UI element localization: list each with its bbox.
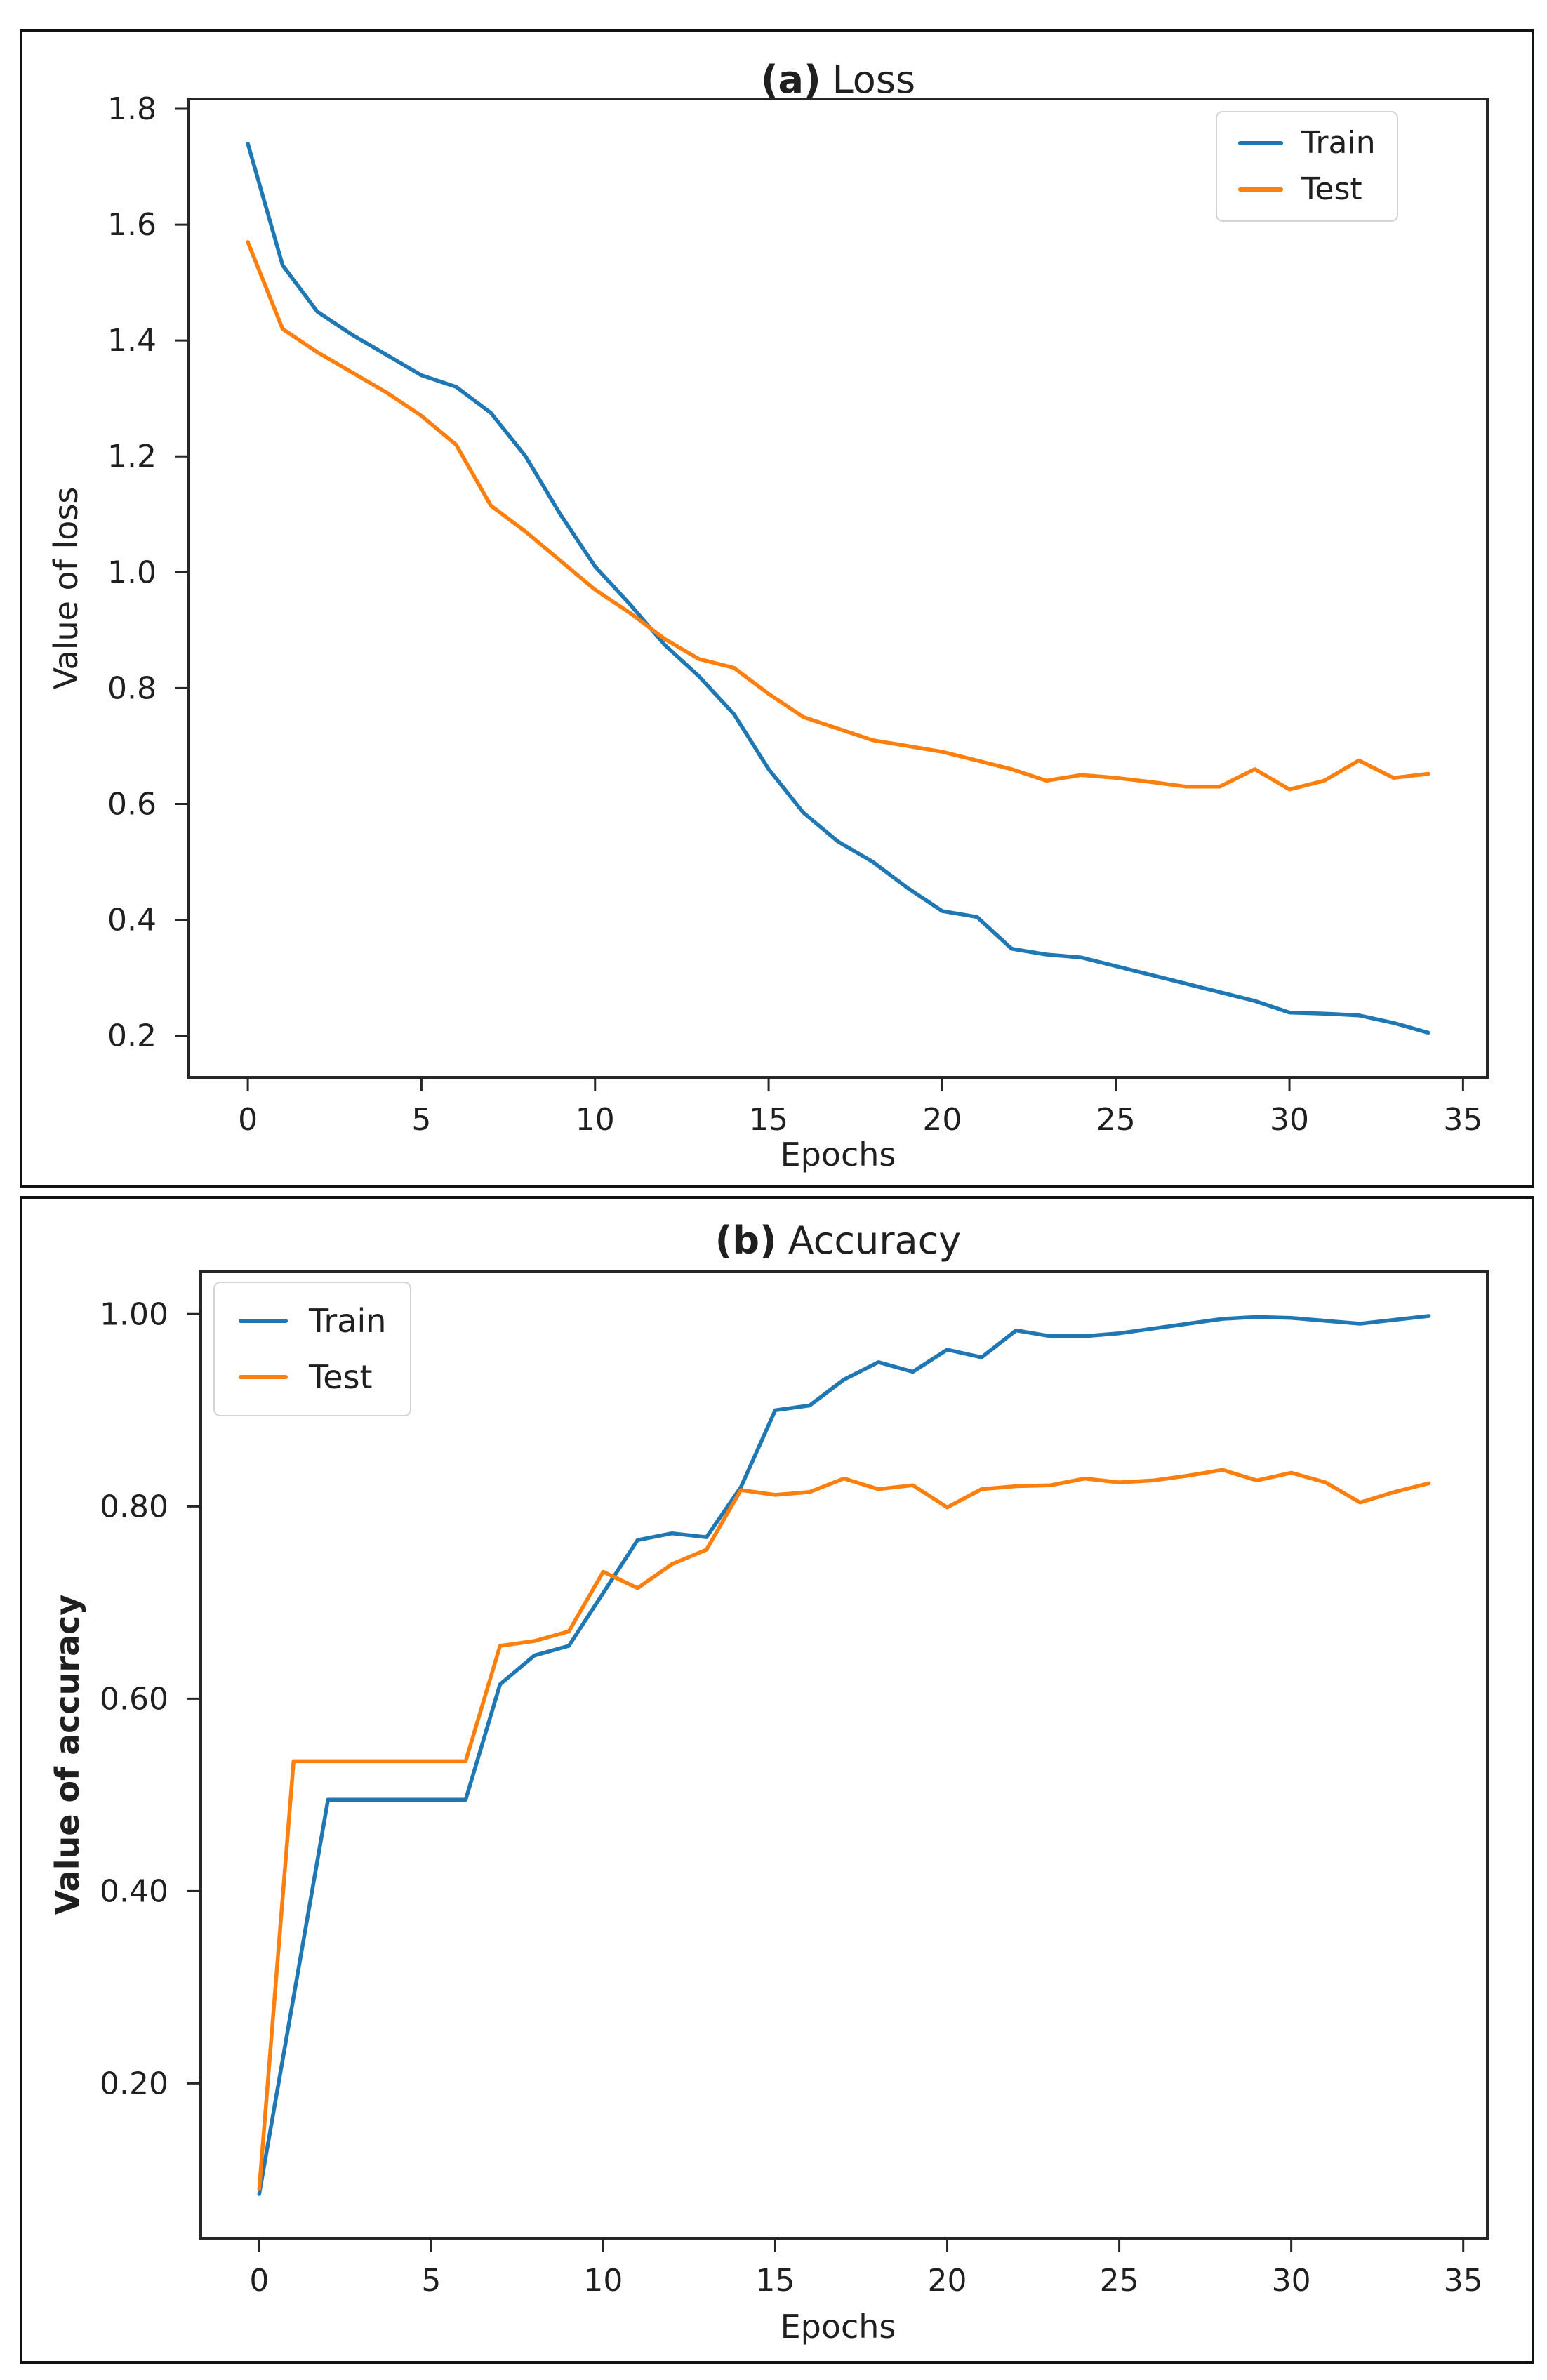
train-line xyxy=(257,1314,1431,2196)
x-tick-label: 25 xyxy=(1100,2263,1139,2299)
x-tick-label: 20 xyxy=(922,1102,962,1138)
loss-x-axis-label: Epochs xyxy=(780,1136,896,1174)
x-tick-label: 20 xyxy=(928,2263,967,2299)
accuracy-title-text: Accuracy xyxy=(788,1218,962,1263)
y-tick-label: 0.8 xyxy=(107,670,157,706)
loss-title-prefix: (a) xyxy=(760,58,821,102)
legend-item-train: Train xyxy=(1238,124,1376,163)
y-tick-label: 1.6 xyxy=(107,207,157,243)
x-tick-label: 35 xyxy=(1444,2263,1483,2299)
x-tick-label: 15 xyxy=(755,2263,795,2299)
y-tick-label: 0.4 xyxy=(107,903,157,938)
legend-label-test: Test xyxy=(1301,171,1362,207)
loss-chart-title: (a) Loss xyxy=(189,59,1487,101)
legend-label-train: Train xyxy=(1301,125,1376,161)
x-tick-label: 15 xyxy=(749,1102,788,1138)
axes-spines xyxy=(187,98,1489,1079)
y-tick-label: 0.20 xyxy=(100,2066,168,2101)
y-tick-label: 1.00 xyxy=(100,1296,168,1332)
y-tick-label: 0.2 xyxy=(107,1018,157,1054)
loss-legend: Train Test xyxy=(1216,111,1398,222)
y-tick-label: 1.2 xyxy=(107,439,157,474)
accuracy-title-prefix: (b) xyxy=(715,1218,777,1263)
train-line-swatch xyxy=(1238,141,1283,145)
x-tick-label: 35 xyxy=(1443,1102,1482,1138)
train-line-swatch xyxy=(239,1319,288,1323)
legend-item-test: Test xyxy=(239,1356,386,1398)
axes-spines xyxy=(199,1270,1489,2240)
y-tick-label: 0.80 xyxy=(100,1489,168,1524)
y-tick-label: 0.40 xyxy=(100,1873,168,1909)
y-tick-label: 1.8 xyxy=(107,91,157,127)
legend-item-train: Train xyxy=(239,1300,386,1342)
x-tick-label: 30 xyxy=(1270,1102,1309,1138)
test-line-swatch xyxy=(1238,187,1283,192)
y-tick-label: 0.60 xyxy=(100,1681,168,1717)
loss-chart-plot: 1.8 1.6 1.4 1.2 1.0 0.8 0.6 0.4 0.2 0 5 10 15 20 25 30 3… xyxy=(107,91,1489,1138)
y-tick-label: 1.4 xyxy=(107,323,157,359)
accuracy-legend: Train Test xyxy=(213,1282,412,1416)
y-tick-label: 1.0 xyxy=(107,554,157,590)
test-line xyxy=(257,1468,1431,2191)
legend-label-test: Test xyxy=(309,1358,373,1396)
loss-title-text: Loss xyxy=(832,58,916,102)
x-tick-label: 5 xyxy=(411,1102,431,1138)
accuracy-x-axis-label: Epochs xyxy=(780,2308,896,2346)
test-line xyxy=(246,240,1430,792)
accuracy-chart-title: (b) Accuracy xyxy=(189,1220,1487,1262)
y-tick-label: 0.6 xyxy=(107,786,157,822)
accuracy-y-axis-label: Value of accuracy xyxy=(48,1594,86,1915)
accuracy-chart-plot: 1.00 0.80 0.60 0.40 0.20 0 5 10 15 20 25 30 35 xyxy=(100,1270,1489,2299)
x-tick-label: 25 xyxy=(1096,1102,1136,1138)
accuracy-panel: 1.00 0.80 0.60 0.40 0.20 0 5 10 15 20 25 30 35 (b) Ac… xyxy=(20,1196,1534,2364)
x-tick-label: 30 xyxy=(1272,2263,1311,2299)
loss-panel: 1.8 1.6 1.4 1.2 1.0 0.8 0.6 0.4 0.2 0 5 10 15 20 25 30 3… xyxy=(20,29,1534,1188)
x-tick-label: 10 xyxy=(576,1102,615,1138)
legend-item-test: Test xyxy=(1238,170,1376,209)
test-line-swatch xyxy=(239,1375,288,1379)
x-tick-label: 10 xyxy=(583,2263,623,2299)
x-tick-label: 5 xyxy=(421,2263,441,2299)
train-line xyxy=(246,141,1430,1035)
x-tick-label: 0 xyxy=(249,2263,269,2299)
legend-label-train: Train xyxy=(309,1302,387,1340)
x-tick-label: 0 xyxy=(238,1102,258,1138)
loss-y-axis-label: Value of loss xyxy=(47,486,85,690)
